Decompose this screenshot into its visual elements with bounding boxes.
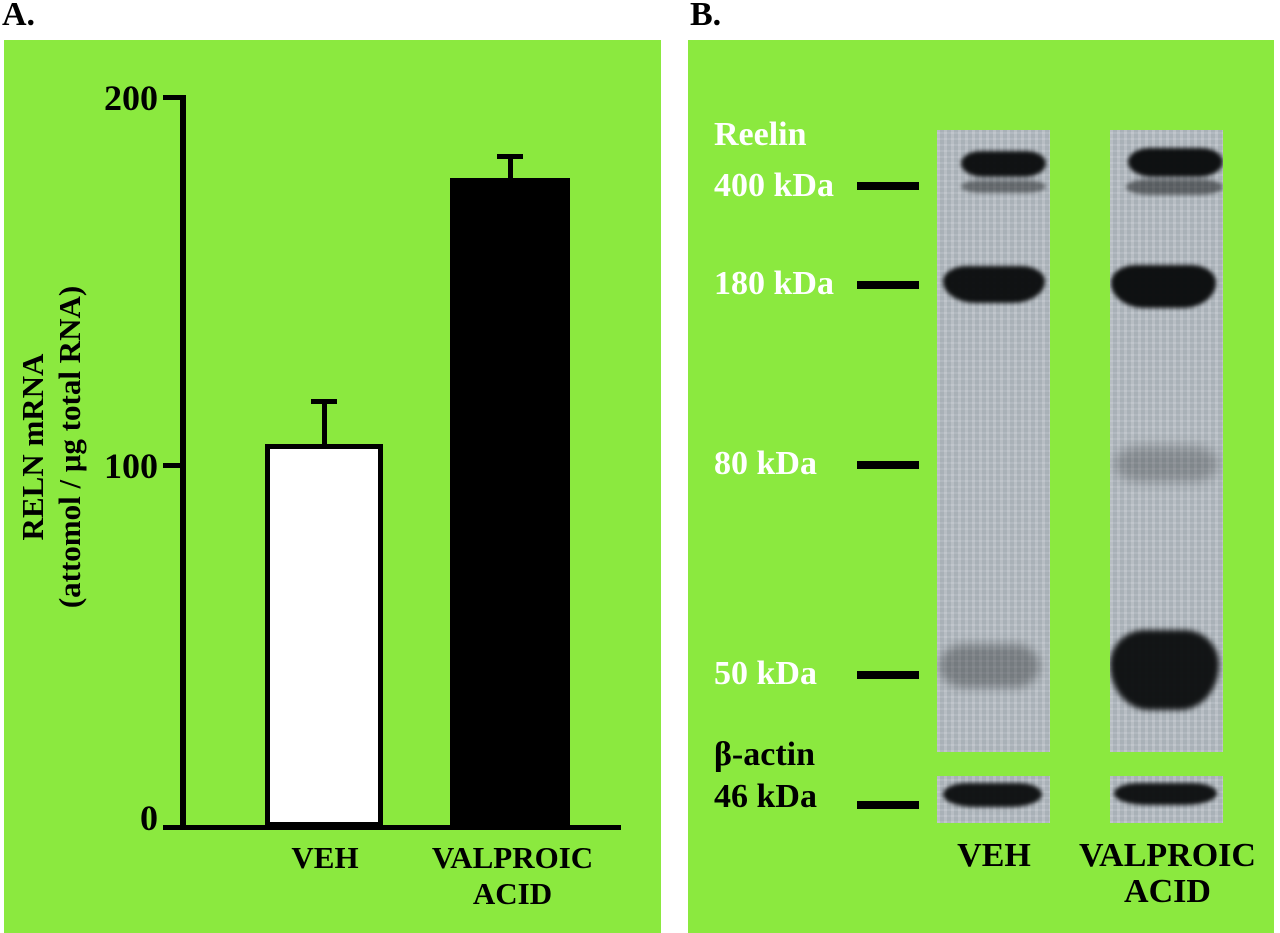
blot-band-50kda xyxy=(1110,630,1219,710)
blot-band-400kda-lower xyxy=(1126,179,1223,195)
blot-band-46kda xyxy=(1114,783,1217,805)
bar-valproic-acid xyxy=(450,178,570,827)
x-category-label-vpa-line2: ACID xyxy=(472,876,553,911)
marker-label-80kda: 80 kDa xyxy=(714,445,817,482)
reelin-blot-lane-valproic-acid xyxy=(1110,130,1223,752)
blot-band-46kda xyxy=(943,783,1042,807)
marker-label-50kda: 50 kDa xyxy=(714,655,817,692)
x-axis-line xyxy=(163,825,621,830)
blot-band-400kda-lower xyxy=(961,180,1046,193)
blot-band-180kda xyxy=(1111,265,1216,308)
error-bar-cap-valproic-acid xyxy=(497,154,523,159)
y-tick-label-200: 200 xyxy=(104,78,158,118)
panel-a-label: A. xyxy=(2,0,36,33)
marker-dash-400kda xyxy=(857,182,919,190)
blot-band-400kda-upper xyxy=(1128,148,1223,177)
reelin-blot-lane-veh xyxy=(937,130,1050,752)
actin-blot-lane-veh xyxy=(937,776,1050,823)
blot-band-80kda xyxy=(1114,446,1219,482)
lane-label-veh: VEH xyxy=(930,838,1058,874)
marker-label-46kda: 46 kDa xyxy=(714,778,817,815)
marker-dash-80kda xyxy=(857,461,919,469)
error-bar-stem-veh xyxy=(322,401,327,444)
marker-label-180kda: 180 kDa xyxy=(714,265,834,302)
y-axis-title: RELN mRNA (attomol / μg total RNA) xyxy=(14,147,88,747)
y-axis-title-line2: (attomol / μg total RNA) xyxy=(52,285,87,609)
bar-veh xyxy=(265,444,383,827)
x-category-label-veh: VEH xyxy=(255,840,395,876)
error-bar-cap-veh xyxy=(311,399,337,404)
marker-label-400kda: 400 kDa xyxy=(714,167,834,204)
blot-band-400kda-upper xyxy=(961,151,1046,177)
blot-title-reelin: Reelin xyxy=(714,116,807,153)
x-category-label-veh-line1: VEH xyxy=(291,840,359,875)
marker-dash-180kda xyxy=(857,281,919,289)
lane-label-veh-line1: VEH xyxy=(957,837,1031,874)
panel-b-label: B. xyxy=(690,0,722,33)
y-axis-line xyxy=(180,95,186,830)
blot-band-180kda xyxy=(943,266,1045,303)
lane-label-vpa-line1: VALPROIC xyxy=(1079,837,1256,874)
error-bar-stem-valproic-acid xyxy=(508,156,513,178)
y-axis-title-line1: RELN mRNA xyxy=(15,353,50,541)
y-tick-label-0: 0 xyxy=(140,798,158,838)
marker-dash-50kda xyxy=(857,671,919,679)
y-tick-label-100: 100 xyxy=(104,446,158,486)
y-tick-200 xyxy=(163,95,181,100)
blot-title-beta-actin: β-actin xyxy=(714,736,816,773)
lane-label-valproic-acid: VALPROIC ACID xyxy=(1070,838,1265,910)
y-tick-100 xyxy=(163,463,181,468)
lane-label-vpa-line2: ACID xyxy=(1124,873,1211,910)
x-category-label-vpa-line1: VALPROIC xyxy=(431,840,594,875)
x-category-label-valproic-acid: VALPROIC ACID xyxy=(420,840,605,912)
blot-band-50kda xyxy=(939,644,1040,688)
marker-dash-46kda xyxy=(857,801,919,809)
actin-blot-lane-valproic-acid xyxy=(1110,776,1223,823)
